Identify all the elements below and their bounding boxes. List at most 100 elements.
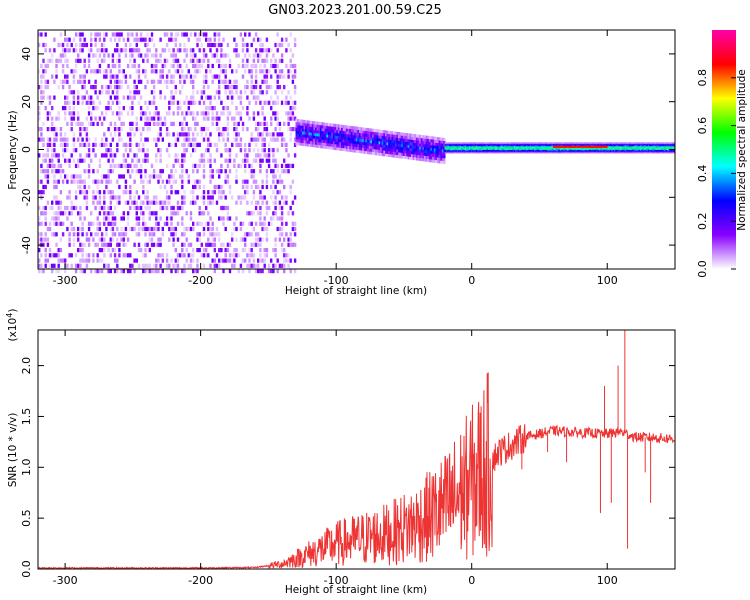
heatmap-cell bbox=[553, 143, 555, 146]
heatmap-cell bbox=[224, 248, 227, 253]
heatmap-cell bbox=[597, 150, 600, 153]
heatmap-cell bbox=[48, 58, 52, 63]
heatmap-cell bbox=[285, 195, 288, 200]
heatmap-cell bbox=[605, 147, 608, 149]
heatmap-cell bbox=[105, 232, 108, 237]
heatmap-cell bbox=[506, 151, 509, 154]
heatmap-cell bbox=[347, 145, 350, 149]
heatmap-cell bbox=[40, 190, 43, 195]
heatmap-cell bbox=[308, 126, 311, 130]
heatmap-cell bbox=[430, 159, 433, 163]
heatmap-cell bbox=[168, 263, 171, 268]
heatmap-cell bbox=[148, 100, 151, 105]
heatmap-cell bbox=[534, 142, 536, 144]
heatmap-cell bbox=[196, 58, 199, 63]
heatmap-cell bbox=[137, 79, 141, 84]
heatmap-cell bbox=[497, 143, 500, 146]
heatmap-cell bbox=[308, 129, 311, 133]
heatmap-cell bbox=[139, 163, 143, 168]
heatmap-cell bbox=[546, 148, 548, 150]
heatmap-cell bbox=[381, 141, 384, 145]
heatmap-cell bbox=[244, 158, 247, 163]
heatmap-cell bbox=[126, 142, 130, 147]
heatmap-cell bbox=[241, 195, 245, 200]
heatmap-cell bbox=[619, 150, 621, 153]
heatmap-cell bbox=[207, 42, 210, 48]
heatmap-cell bbox=[202, 184, 206, 190]
heatmap-cell bbox=[109, 132, 112, 137]
heatmap-cell bbox=[303, 120, 306, 124]
heatmap-cell bbox=[534, 145, 536, 148]
heatmap-cell bbox=[478, 151, 481, 154]
heatmap-cell bbox=[241, 248, 245, 253]
heatmap-cell bbox=[98, 100, 102, 105]
heatmap-cell bbox=[412, 139, 415, 143]
heatmap-cell bbox=[576, 142, 578, 144]
heatmap-cell bbox=[635, 143, 638, 146]
heatmap-cell bbox=[440, 137, 443, 141]
heatmap-cell bbox=[172, 79, 175, 84]
heatmap-cell bbox=[550, 148, 552, 150]
heatmap-cell bbox=[370, 145, 373, 149]
heatmap-cell bbox=[475, 149, 478, 152]
heatmap-cell bbox=[122, 153, 125, 158]
heatmap-cell bbox=[142, 221, 145, 226]
snr-spikes bbox=[521, 330, 652, 549]
heatmap-cell bbox=[144, 153, 147, 158]
heatmap-cell bbox=[105, 184, 108, 190]
heatmap-cell bbox=[276, 169, 279, 174]
heatmap-cell bbox=[179, 205, 182, 211]
heatmap-cell bbox=[396, 131, 399, 135]
heatmap-cell bbox=[494, 145, 497, 148]
heatmap-cell bbox=[347, 148, 350, 152]
heatmap-cell bbox=[446, 142, 448, 144]
heatmap-cell bbox=[600, 150, 603, 153]
heatmap-cell bbox=[524, 151, 527, 154]
heatmap-cell bbox=[226, 116, 230, 121]
heatmap-cell bbox=[139, 200, 143, 205]
heatmap-cell bbox=[467, 148, 470, 150]
heatmap-cell bbox=[339, 127, 342, 131]
heatmap-cell bbox=[155, 153, 158, 158]
heatmap-cell bbox=[344, 128, 347, 132]
heatmap-cell bbox=[609, 150, 612, 153]
heatmap-cell bbox=[454, 144, 456, 147]
heatmap-cell bbox=[265, 132, 269, 137]
heatmap-cell bbox=[501, 142, 504, 144]
heatmap-cell bbox=[68, 100, 71, 105]
heatmap-cell bbox=[504, 142, 506, 144]
heatmap-cell bbox=[129, 132, 132, 137]
heatmap-cell bbox=[396, 134, 399, 138]
heatmap-cell bbox=[341, 124, 343, 128]
heatmap-cell bbox=[456, 143, 459, 146]
heatmap-cell bbox=[654, 145, 657, 148]
heatmap-cell bbox=[205, 127, 208, 132]
heatmap-cell bbox=[87, 174, 91, 179]
heatmap-cell bbox=[520, 147, 523, 149]
heatmap-cell bbox=[643, 143, 646, 146]
heatmap-cell bbox=[70, 111, 73, 116]
heatmap-cell bbox=[205, 106, 208, 111]
heatmap-cell bbox=[248, 32, 251, 37]
heatmap-cell bbox=[146, 179, 149, 184]
heatmap-cell bbox=[422, 146, 425, 150]
heatmap-cell bbox=[554, 144, 556, 147]
heatmap-cell bbox=[483, 151, 486, 154]
heatmap-cell bbox=[383, 138, 386, 142]
heatmap-cell bbox=[44, 106, 47, 111]
heatmap-cell bbox=[246, 184, 249, 190]
heatmap-cell bbox=[622, 144, 624, 147]
heatmap-cell bbox=[649, 142, 651, 144]
heatmap-cell bbox=[94, 37, 97, 42]
heatmap-cell bbox=[267, 69, 271, 74]
heatmap-cell bbox=[152, 232, 156, 237]
heatmap-cell bbox=[46, 79, 50, 84]
heatmap-cell bbox=[192, 95, 195, 100]
heatmap-cell bbox=[614, 147, 616, 149]
heatmap-cell bbox=[448, 147, 451, 149]
heatmap-cell bbox=[81, 42, 84, 48]
heatmap-cell bbox=[523, 149, 525, 152]
heatmap-cell bbox=[209, 69, 212, 74]
heatmap-cell bbox=[547, 147, 550, 149]
heatmap-cell bbox=[111, 100, 115, 105]
